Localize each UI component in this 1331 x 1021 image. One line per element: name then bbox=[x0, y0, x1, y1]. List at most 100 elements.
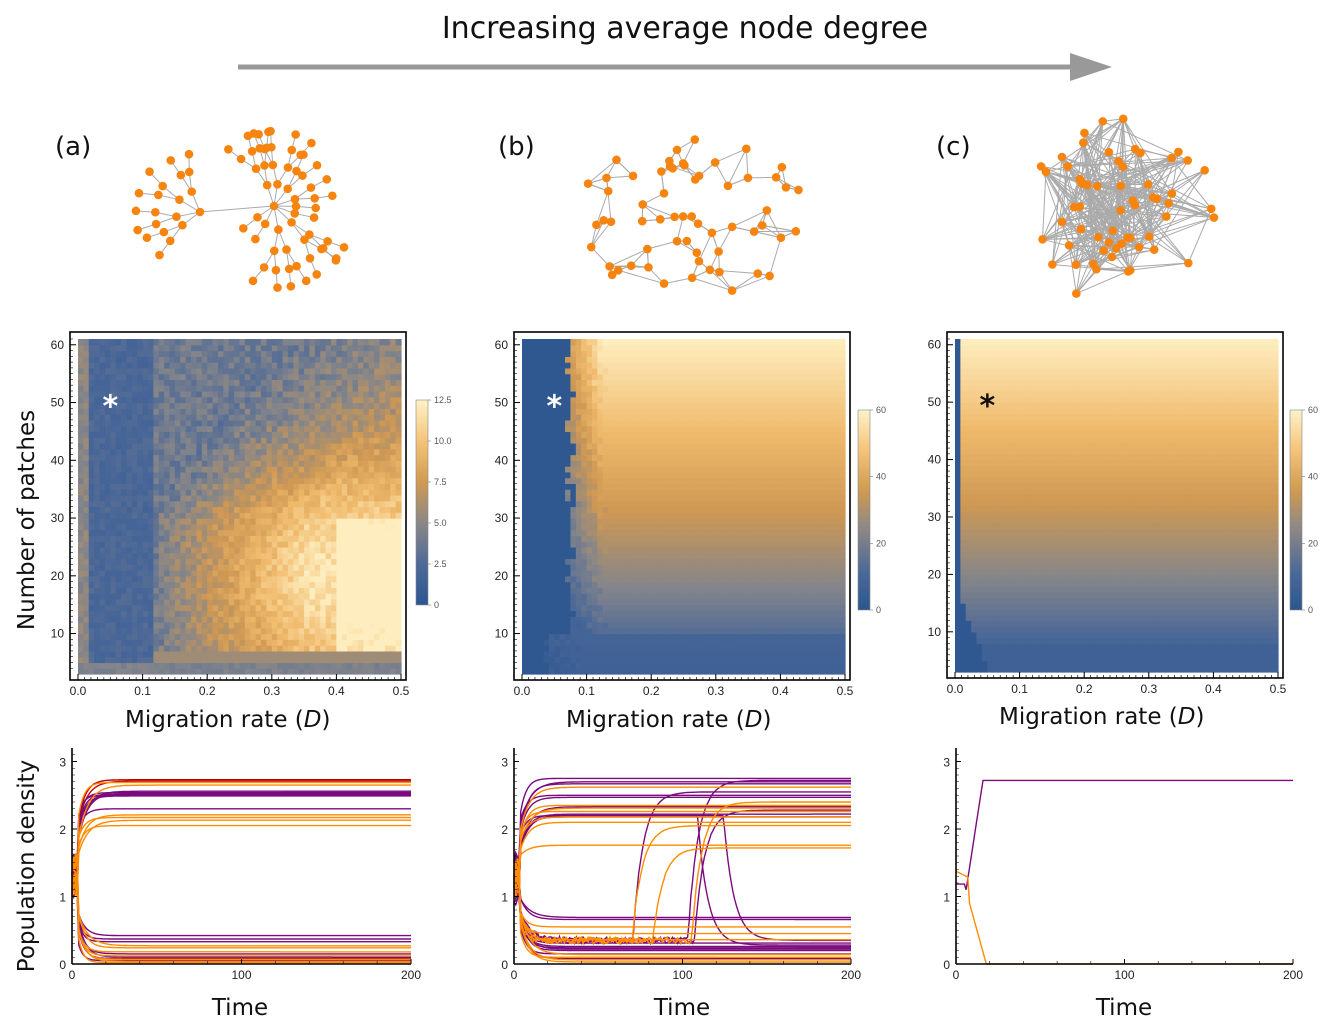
heatmap-cell bbox=[164, 627, 171, 635]
heatmap-cell bbox=[575, 546, 582, 554]
heatmap-cell bbox=[554, 500, 561, 508]
heatmap-cell bbox=[266, 639, 273, 646]
heatmap-cell bbox=[250, 506, 257, 513]
heatmap-cell bbox=[164, 581, 171, 588]
heatmap-cell bbox=[341, 633, 348, 640]
heatmap-cell bbox=[174, 622, 181, 629]
heatmap-cell bbox=[88, 385, 95, 392]
heatmap-cell bbox=[169, 414, 176, 421]
network-edge bbox=[1083, 118, 1124, 144]
heatmap-cell bbox=[185, 367, 192, 375]
heatmap-cell bbox=[174, 523, 181, 531]
heatmap-cell bbox=[304, 356, 311, 363]
heatmap-cell bbox=[384, 402, 391, 409]
network-node bbox=[301, 276, 311, 286]
heatmap-cell bbox=[115, 593, 122, 600]
heatmap-cell bbox=[277, 494, 284, 502]
heatmap-cell bbox=[304, 558, 311, 565]
heatmap-cell bbox=[83, 610, 90, 617]
heatmap-cell bbox=[207, 587, 214, 594]
heatmap-cell bbox=[282, 541, 289, 548]
heatmap-cell bbox=[207, 639, 214, 646]
heatmap-cell bbox=[228, 598, 235, 606]
heatmap-cell bbox=[174, 425, 181, 433]
heatmap-cell bbox=[314, 402, 321, 409]
heatmap-cell bbox=[244, 367, 251, 375]
heatmap-cell bbox=[336, 518, 343, 525]
network-edge bbox=[731, 273, 759, 291]
heatmap-cell bbox=[115, 402, 122, 409]
heatmap-cell bbox=[137, 373, 144, 381]
network-edge bbox=[590, 246, 610, 267]
heatmap-cell bbox=[298, 529, 305, 536]
heatmap-cell bbox=[565, 639, 572, 646]
heatmap-cell bbox=[357, 379, 364, 386]
heatmap-cell bbox=[565, 552, 572, 560]
heatmap-cell bbox=[314, 419, 321, 427]
network-node bbox=[262, 180, 272, 190]
heatmap-cell bbox=[223, 529, 230, 536]
heatmap-cell bbox=[298, 414, 305, 421]
heatmap-cell bbox=[522, 385, 528, 392]
heatmap-cell bbox=[131, 402, 138, 409]
heatmap-cell bbox=[158, 379, 165, 386]
heatmap-cell bbox=[207, 656, 214, 664]
heatmap-cell bbox=[266, 575, 273, 583]
heatmap-cell bbox=[158, 494, 165, 502]
heatmap-cell bbox=[352, 396, 359, 404]
heatmap-cell bbox=[78, 477, 84, 484]
heatmap-cell bbox=[287, 529, 294, 536]
heatmap-cell bbox=[368, 633, 375, 640]
heatmap-cell bbox=[266, 552, 273, 560]
heatmap-cell bbox=[374, 604, 381, 612]
heatmap-cell bbox=[538, 645, 545, 652]
heatmap-cell bbox=[374, 518, 381, 525]
heatmap-cell bbox=[309, 512, 316, 519]
heatmap-cell bbox=[88, 564, 95, 571]
heatmap-cell bbox=[121, 512, 128, 519]
heatmap-cell bbox=[395, 512, 402, 519]
network-edge bbox=[727, 148, 747, 187]
heatmap-cell bbox=[341, 575, 348, 583]
heatmap-cell bbox=[115, 564, 122, 571]
heatmap-cell bbox=[548, 362, 555, 369]
heatmap-cell bbox=[266, 471, 273, 479]
heatmap-cell bbox=[212, 627, 219, 635]
heatmap-cell bbox=[325, 367, 332, 375]
heatmap-cell bbox=[115, 512, 122, 519]
heatmap-cell bbox=[532, 610, 539, 617]
heatmap-cell bbox=[201, 523, 208, 531]
heatmap-cell bbox=[110, 425, 117, 433]
heatmap-cell bbox=[244, 598, 251, 606]
heatmap-cell bbox=[538, 419, 545, 427]
heatmap-cell bbox=[212, 494, 219, 502]
heatmap-cell bbox=[234, 356, 241, 363]
heatmap-cell bbox=[212, 489, 219, 496]
heatmap-cell bbox=[554, 650, 561, 658]
heatmap-cell bbox=[174, 442, 181, 450]
heatmap-cell bbox=[309, 367, 316, 375]
heatmap-cell bbox=[352, 408, 359, 415]
heatmap-cell bbox=[169, 385, 176, 392]
heatmap-cell bbox=[522, 448, 528, 456]
heatmap-cell bbox=[309, 402, 316, 409]
heatmap-cell bbox=[271, 552, 278, 560]
network-node bbox=[727, 222, 737, 232]
heatmap-cell bbox=[185, 339, 192, 346]
heatmap-cell bbox=[363, 506, 370, 513]
heatmap-cell bbox=[185, 408, 192, 415]
heatmap-cell bbox=[527, 604, 534, 612]
heatmap-cell bbox=[88, 448, 95, 456]
heatmap-cell bbox=[104, 598, 111, 606]
heatmap-cell bbox=[169, 489, 176, 496]
heatmap-cell bbox=[153, 489, 160, 496]
heatmap-cell bbox=[314, 448, 321, 456]
heatmap-cell bbox=[142, 448, 149, 456]
heatmap-cell bbox=[121, 570, 128, 577]
heatmap-cell bbox=[223, 593, 230, 600]
heatmap-cell bbox=[298, 512, 305, 519]
heatmap-cell bbox=[110, 668, 117, 675]
heatmap-cell bbox=[83, 396, 90, 404]
heatmap-cell bbox=[532, 373, 539, 381]
heatmap-cell bbox=[191, 379, 198, 386]
